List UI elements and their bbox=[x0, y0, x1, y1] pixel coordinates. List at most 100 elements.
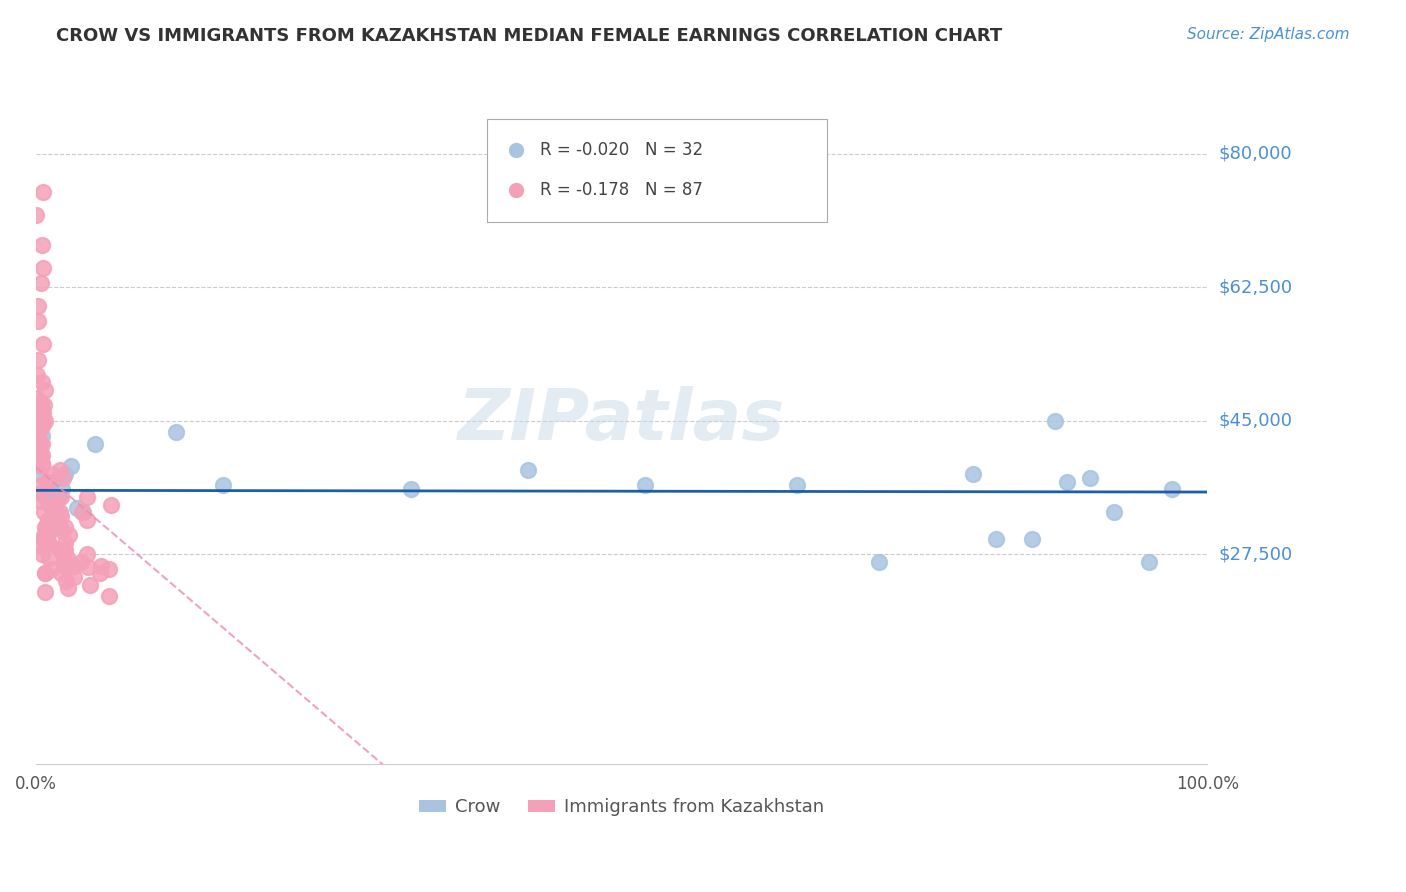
Text: R = -0.020   N = 32: R = -0.020 N = 32 bbox=[540, 142, 703, 160]
Point bbox=[35, 483, 58, 497]
Point bbox=[39, 562, 62, 576]
Point bbox=[31, 402, 53, 417]
Point bbox=[30, 394, 52, 409]
Point bbox=[56, 582, 79, 596]
Point bbox=[28, 493, 51, 508]
Point bbox=[27, 299, 49, 313]
Point bbox=[37, 513, 59, 527]
Text: Source: ZipAtlas.com: Source: ZipAtlas.com bbox=[1187, 27, 1350, 42]
Point bbox=[70, 555, 93, 569]
Point bbox=[34, 566, 56, 581]
Point bbox=[76, 490, 98, 504]
Point bbox=[62, 558, 84, 573]
Point bbox=[42, 501, 65, 516]
Point bbox=[51, 508, 73, 523]
Point bbox=[31, 436, 53, 450]
Point bbox=[53, 543, 76, 558]
Point bbox=[32, 185, 55, 199]
Point bbox=[52, 471, 75, 485]
Point bbox=[28, 467, 51, 481]
Point bbox=[49, 543, 72, 558]
Point bbox=[34, 490, 56, 504]
Point bbox=[32, 528, 55, 542]
Point bbox=[100, 498, 122, 512]
Point bbox=[1078, 471, 1101, 485]
Point bbox=[53, 520, 76, 534]
Point bbox=[41, 467, 63, 481]
Point bbox=[32, 337, 55, 351]
Point bbox=[34, 414, 56, 428]
Point bbox=[31, 459, 53, 474]
Point bbox=[38, 550, 60, 565]
Point bbox=[55, 574, 77, 588]
Point bbox=[89, 566, 111, 581]
Point bbox=[90, 558, 112, 573]
Point bbox=[30, 540, 52, 554]
Point bbox=[42, 508, 65, 523]
Point bbox=[516, 463, 538, 477]
Text: CROW VS IMMIGRANTS FROM KAZAKHSTAN MEDIAN FEMALE EARNINGS CORRELATION CHART: CROW VS IMMIGRANTS FROM KAZAKHSTAN MEDIA… bbox=[56, 27, 1002, 45]
Point bbox=[72, 505, 94, 519]
Point bbox=[38, 535, 60, 549]
Point bbox=[83, 436, 105, 450]
Point bbox=[76, 513, 98, 527]
Point bbox=[79, 577, 101, 591]
Point bbox=[72, 505, 94, 519]
Point bbox=[212, 478, 235, 492]
Text: $27,500: $27,500 bbox=[1219, 545, 1292, 563]
Point bbox=[1056, 475, 1078, 489]
Text: $62,500: $62,500 bbox=[1219, 278, 1292, 296]
Point bbox=[35, 475, 58, 489]
Point bbox=[49, 566, 72, 581]
Point bbox=[1021, 532, 1043, 546]
Point bbox=[37, 535, 59, 549]
Point bbox=[31, 532, 53, 546]
Point bbox=[49, 463, 72, 477]
Point bbox=[49, 505, 72, 519]
Point bbox=[30, 478, 52, 492]
Point bbox=[28, 433, 51, 447]
Point bbox=[52, 555, 75, 569]
Point bbox=[1102, 505, 1125, 519]
Point bbox=[634, 478, 657, 492]
Point bbox=[76, 547, 98, 561]
Point bbox=[77, 560, 100, 574]
Point bbox=[34, 566, 56, 581]
Legend: Crow, Immigrants from Kazakhstan: Crow, Immigrants from Kazakhstan bbox=[412, 791, 831, 823]
Point bbox=[166, 425, 188, 439]
Point bbox=[30, 451, 52, 466]
Point bbox=[44, 498, 66, 512]
Point bbox=[97, 589, 120, 603]
Point bbox=[51, 524, 73, 539]
Point bbox=[97, 562, 120, 576]
Point bbox=[48, 490, 70, 504]
Point bbox=[30, 421, 52, 435]
Text: ZIPatlas: ZIPatlas bbox=[458, 386, 786, 455]
Point bbox=[35, 520, 58, 534]
Point bbox=[31, 376, 53, 390]
Point bbox=[27, 314, 49, 328]
Point bbox=[34, 520, 56, 534]
Point bbox=[56, 550, 79, 565]
Point bbox=[31, 429, 53, 443]
Point bbox=[30, 486, 52, 500]
Point bbox=[1043, 414, 1066, 428]
Point bbox=[962, 467, 984, 481]
Point bbox=[786, 478, 808, 492]
Text: $80,000: $80,000 bbox=[1219, 145, 1292, 162]
Point bbox=[32, 486, 55, 500]
Point bbox=[34, 585, 56, 599]
Point bbox=[49, 490, 72, 504]
Point bbox=[63, 570, 86, 584]
Point bbox=[32, 261, 55, 276]
Point bbox=[27, 352, 49, 367]
Point bbox=[30, 277, 52, 291]
Point bbox=[53, 558, 76, 573]
Point bbox=[51, 483, 73, 497]
Point bbox=[505, 756, 527, 771]
Point bbox=[1137, 555, 1160, 569]
Point bbox=[37, 478, 59, 492]
Point bbox=[35, 528, 58, 542]
Point bbox=[30, 440, 52, 454]
Point bbox=[28, 444, 51, 458]
